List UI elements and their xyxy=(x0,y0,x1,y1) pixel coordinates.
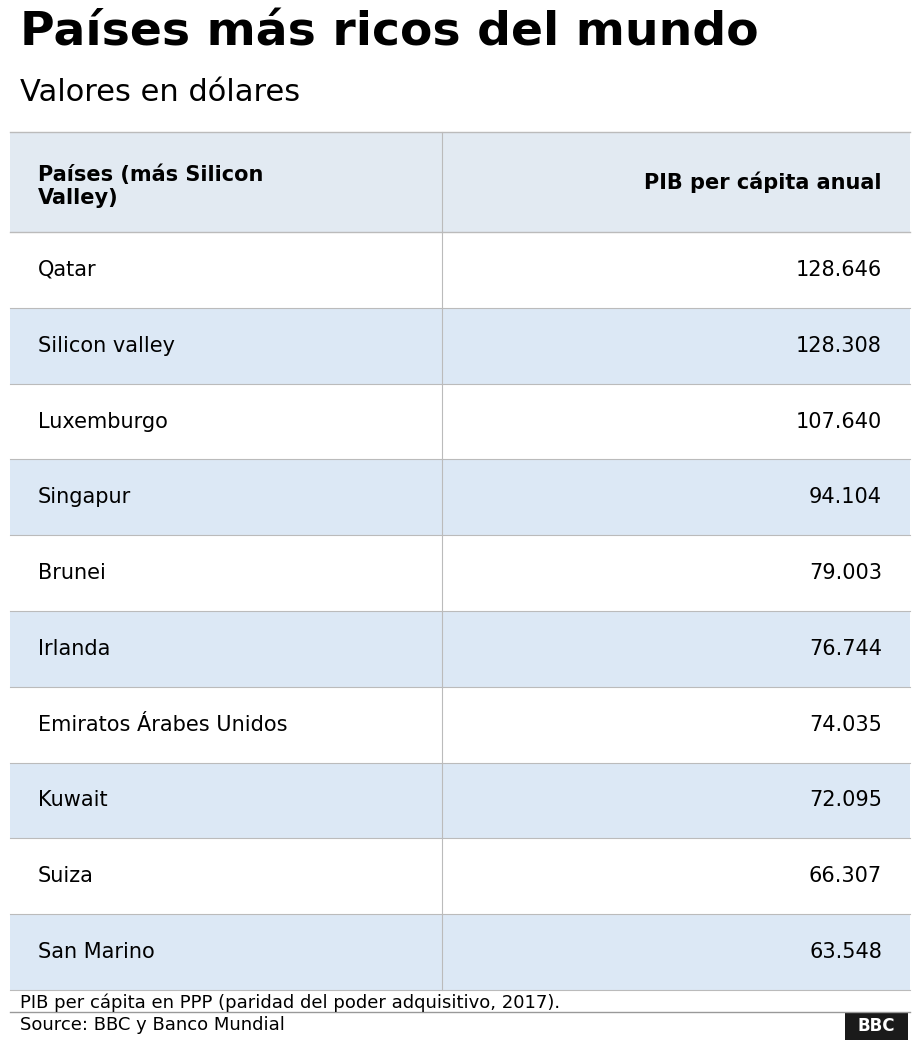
Bar xyxy=(10,132,909,232)
Text: Singapur: Singapur xyxy=(38,488,131,508)
Text: 74.035: 74.035 xyxy=(808,714,881,734)
Text: 79.003: 79.003 xyxy=(808,563,881,583)
Text: 76.744: 76.744 xyxy=(808,639,881,659)
Text: 66.307: 66.307 xyxy=(808,866,881,886)
Text: Países más ricos del mundo: Países más ricos del mundo xyxy=(20,10,758,55)
Text: Source: BBC y Banco Mundial: Source: BBC y Banco Mundial xyxy=(20,1016,285,1034)
Bar xyxy=(10,838,909,914)
Text: 94.104: 94.104 xyxy=(808,488,881,508)
Text: Emiratos Árabes Unidos: Emiratos Árabes Unidos xyxy=(38,714,288,734)
Text: 128.646: 128.646 xyxy=(795,260,881,280)
Text: San Marino: San Marino xyxy=(38,942,154,962)
Text: PIB per cápita anual: PIB per cápita anual xyxy=(644,172,881,192)
Bar xyxy=(844,1012,907,1040)
Bar xyxy=(10,610,909,686)
Bar xyxy=(10,308,909,384)
Bar xyxy=(10,536,909,610)
Text: Luxemburgo: Luxemburgo xyxy=(38,412,167,432)
Text: Brunei: Brunei xyxy=(38,563,106,583)
Bar xyxy=(10,232,909,308)
Bar xyxy=(10,914,909,990)
Text: Silicon valley: Silicon valley xyxy=(38,336,175,356)
Bar xyxy=(10,762,909,838)
Text: Suiza: Suiza xyxy=(38,866,94,886)
Bar xyxy=(10,384,909,460)
Bar xyxy=(10,686,909,762)
Text: 72.095: 72.095 xyxy=(808,790,881,810)
Text: 128.308: 128.308 xyxy=(795,336,881,356)
Text: Valores en dólares: Valores en dólares xyxy=(20,78,300,107)
Text: BBC: BBC xyxy=(857,1017,894,1035)
Text: Países (más Silicon
Valley): Países (más Silicon Valley) xyxy=(38,164,263,208)
Text: Qatar: Qatar xyxy=(38,260,96,280)
Text: 107.640: 107.640 xyxy=(795,412,881,432)
Text: Irlanda: Irlanda xyxy=(38,639,110,659)
Text: Kuwait: Kuwait xyxy=(38,790,108,810)
Text: PIB per cápita en PPP (paridad del poder adquisitivo, 2017).: PIB per cápita en PPP (paridad del poder… xyxy=(20,993,560,1012)
Text: 63.548: 63.548 xyxy=(808,942,881,962)
Bar xyxy=(10,460,909,536)
